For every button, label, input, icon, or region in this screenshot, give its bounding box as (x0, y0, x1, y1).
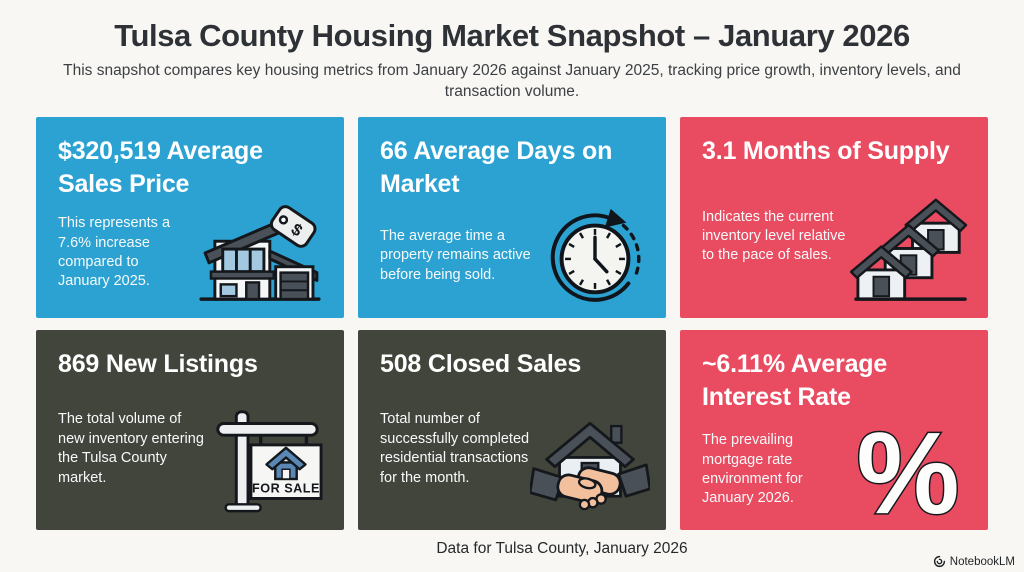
for-sale-label: FOR SALE (252, 482, 320, 496)
card-description: The total volume of new inventory enteri… (58, 411, 204, 486)
card-average-sales-price: $320,519 Average Sales Price This repres… (36, 117, 344, 318)
card-description: Indicates the current inventory level re… (702, 208, 846, 264)
card-average-days-on-market: 66 Average Days on Market The average ti… (358, 117, 666, 318)
card-title: 66 Average Days on Market (380, 137, 613, 198)
footer-caption: Data for Tulsa County, January 2026 (436, 540, 688, 557)
card-title: 508 Closed Sales (380, 350, 582, 378)
watermark: NotebookLM (933, 555, 1015, 568)
card-new-listings: 869 New Listings The total volume of new… (36, 330, 344, 530)
house-price-tag-icon: $ (192, 202, 328, 306)
card-description: Total number of successfully completed r… (380, 411, 530, 486)
watermark-label: NotebookLM (949, 555, 1015, 568)
card-title: 869 New Listings (58, 350, 258, 378)
stacked-houses-icon (850, 192, 972, 306)
header: Tulsa County Housing Market Snapshot – J… (0, 0, 1024, 103)
page-title: Tulsa County Housing Market Snapshot – J… (114, 18, 910, 53)
card-average-interest-rate: ~6.11% Average Interest Rate The prevail… (680, 330, 988, 530)
percent-icon: % (844, 413, 972, 527)
clock-cycle-icon (540, 200, 650, 312)
card-description: This represents a 7.6% increase compared… (58, 215, 171, 290)
card-title: 3.1 Months of Supply (702, 137, 950, 165)
card-title: $320,519 Average Sales Price (58, 137, 263, 198)
percent-glyph: % (856, 413, 959, 525)
handshake-house-icon (530, 410, 650, 518)
card-description: The prevailing mortgage rate environment… (702, 432, 803, 507)
card-description: The average time a property remains acti… (380, 227, 531, 283)
for-sale-sign-icon: FOR SALE (206, 404, 328, 518)
stats-grid: $320,519 Average Sales Price This repres… (36, 117, 988, 530)
page-subtitle: This snapshot compares key housing metri… (63, 62, 961, 100)
card-months-of-supply: 3.1 Months of Supply Indicates the curre… (680, 117, 988, 318)
notebooklm-icon (933, 555, 945, 568)
card-title: ~6.11% Average Interest Rate (702, 350, 888, 411)
card-closed-sales: 508 Closed Sales Total number of success… (358, 330, 666, 530)
